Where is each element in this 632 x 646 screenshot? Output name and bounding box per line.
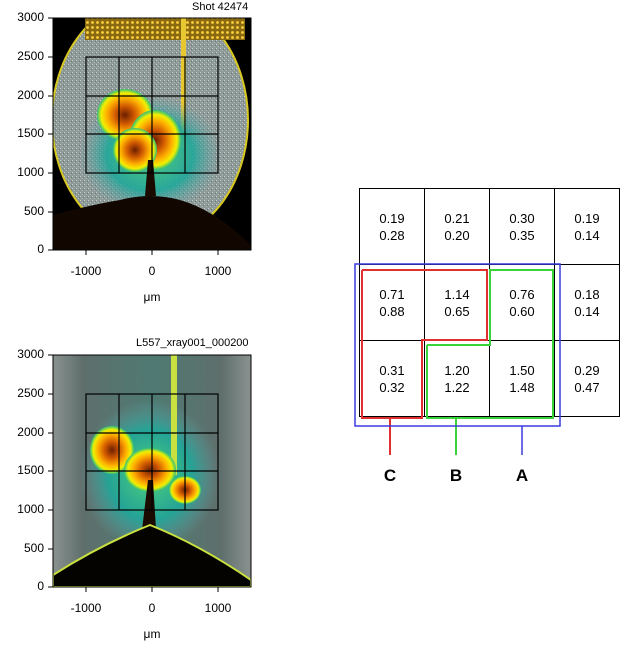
- table-cell: 0.21 0.20: [424, 188, 490, 265]
- table-cell: 0.18 0.14: [554, 264, 620, 341]
- shot-label: Shot 42474: [192, 1, 249, 13]
- table-cell: 0.19 0.14: [554, 188, 620, 265]
- x-unit-label: μm: [143, 627, 161, 641]
- y-tick: 0: [37, 579, 44, 593]
- y-tick: 1500: [17, 126, 44, 140]
- table-row: 0.31 0.32 1.20 1.22 1.50 1.48 0.29 0.47: [359, 340, 620, 417]
- y-tick: 2500: [17, 49, 44, 63]
- x-tick: 1000: [204, 601, 232, 615]
- table-cell: 1.20 1.22: [424, 340, 490, 417]
- table-cell: 0.19 0.28: [359, 188, 425, 265]
- y-tick: 1000: [17, 165, 44, 179]
- x-tick: -1000: [70, 601, 102, 615]
- x-tick: 0: [148, 601, 156, 615]
- y-tick: 2500: [17, 386, 44, 400]
- xray-image: [48, 354, 252, 592]
- shot-panel: Shot 42474: [0, 0, 260, 310]
- table-cell: 0.29 0.47: [554, 340, 620, 417]
- y-tick: 500: [23, 541, 44, 555]
- shot-grid-overlay: [85, 56, 219, 174]
- xray-grid-overlay: [85, 393, 219, 511]
- xray-panel: L557_xray001_000200: [0, 0, 260, 646]
- y-tick: 2000: [17, 425, 44, 439]
- y-tick: 500: [23, 204, 44, 218]
- y-tick: 3000: [17, 10, 44, 24]
- x-tick: -1000: [70, 264, 102, 278]
- shot-image: [48, 17, 252, 255]
- table-row: 0.19 0.28 0.21 0.20 0.30 0.35 0.19 0.14: [359, 188, 620, 265]
- region-label-a: A: [515, 466, 529, 485]
- value-table: 0.19 0.28 0.21 0.20 0.30 0.35 0.19 0.14 0.71…: [359, 188, 620, 417]
- x-unit-label: μm: [143, 290, 161, 304]
- x-tick: 1000: [204, 264, 232, 278]
- table-cell: 0.30 0.35: [489, 188, 555, 265]
- table-row: 0.71 0.88 1.14 0.65 0.76 0.60 0.18 0.14: [359, 264, 620, 341]
- y-tick: 3000: [17, 347, 44, 361]
- xray-label: L557_xray001_000200: [136, 337, 249, 349]
- region-label-c: C: [383, 466, 397, 485]
- y-tick: 1500: [17, 463, 44, 477]
- y-tick: 2000: [17, 88, 44, 102]
- table-cell: 0.76 0.60: [489, 264, 555, 341]
- y-tick: 1000: [17, 502, 44, 516]
- table-cell: 1.14 0.65: [424, 264, 490, 341]
- region-label-b: B: [449, 466, 463, 485]
- table-cell: 0.71 0.88: [359, 264, 425, 341]
- y-tick: 0: [37, 242, 44, 256]
- table-cell: 1.50 1.48: [489, 340, 555, 417]
- table-cell: 0.31 0.32: [359, 340, 425, 417]
- x-tick: 0: [148, 264, 156, 278]
